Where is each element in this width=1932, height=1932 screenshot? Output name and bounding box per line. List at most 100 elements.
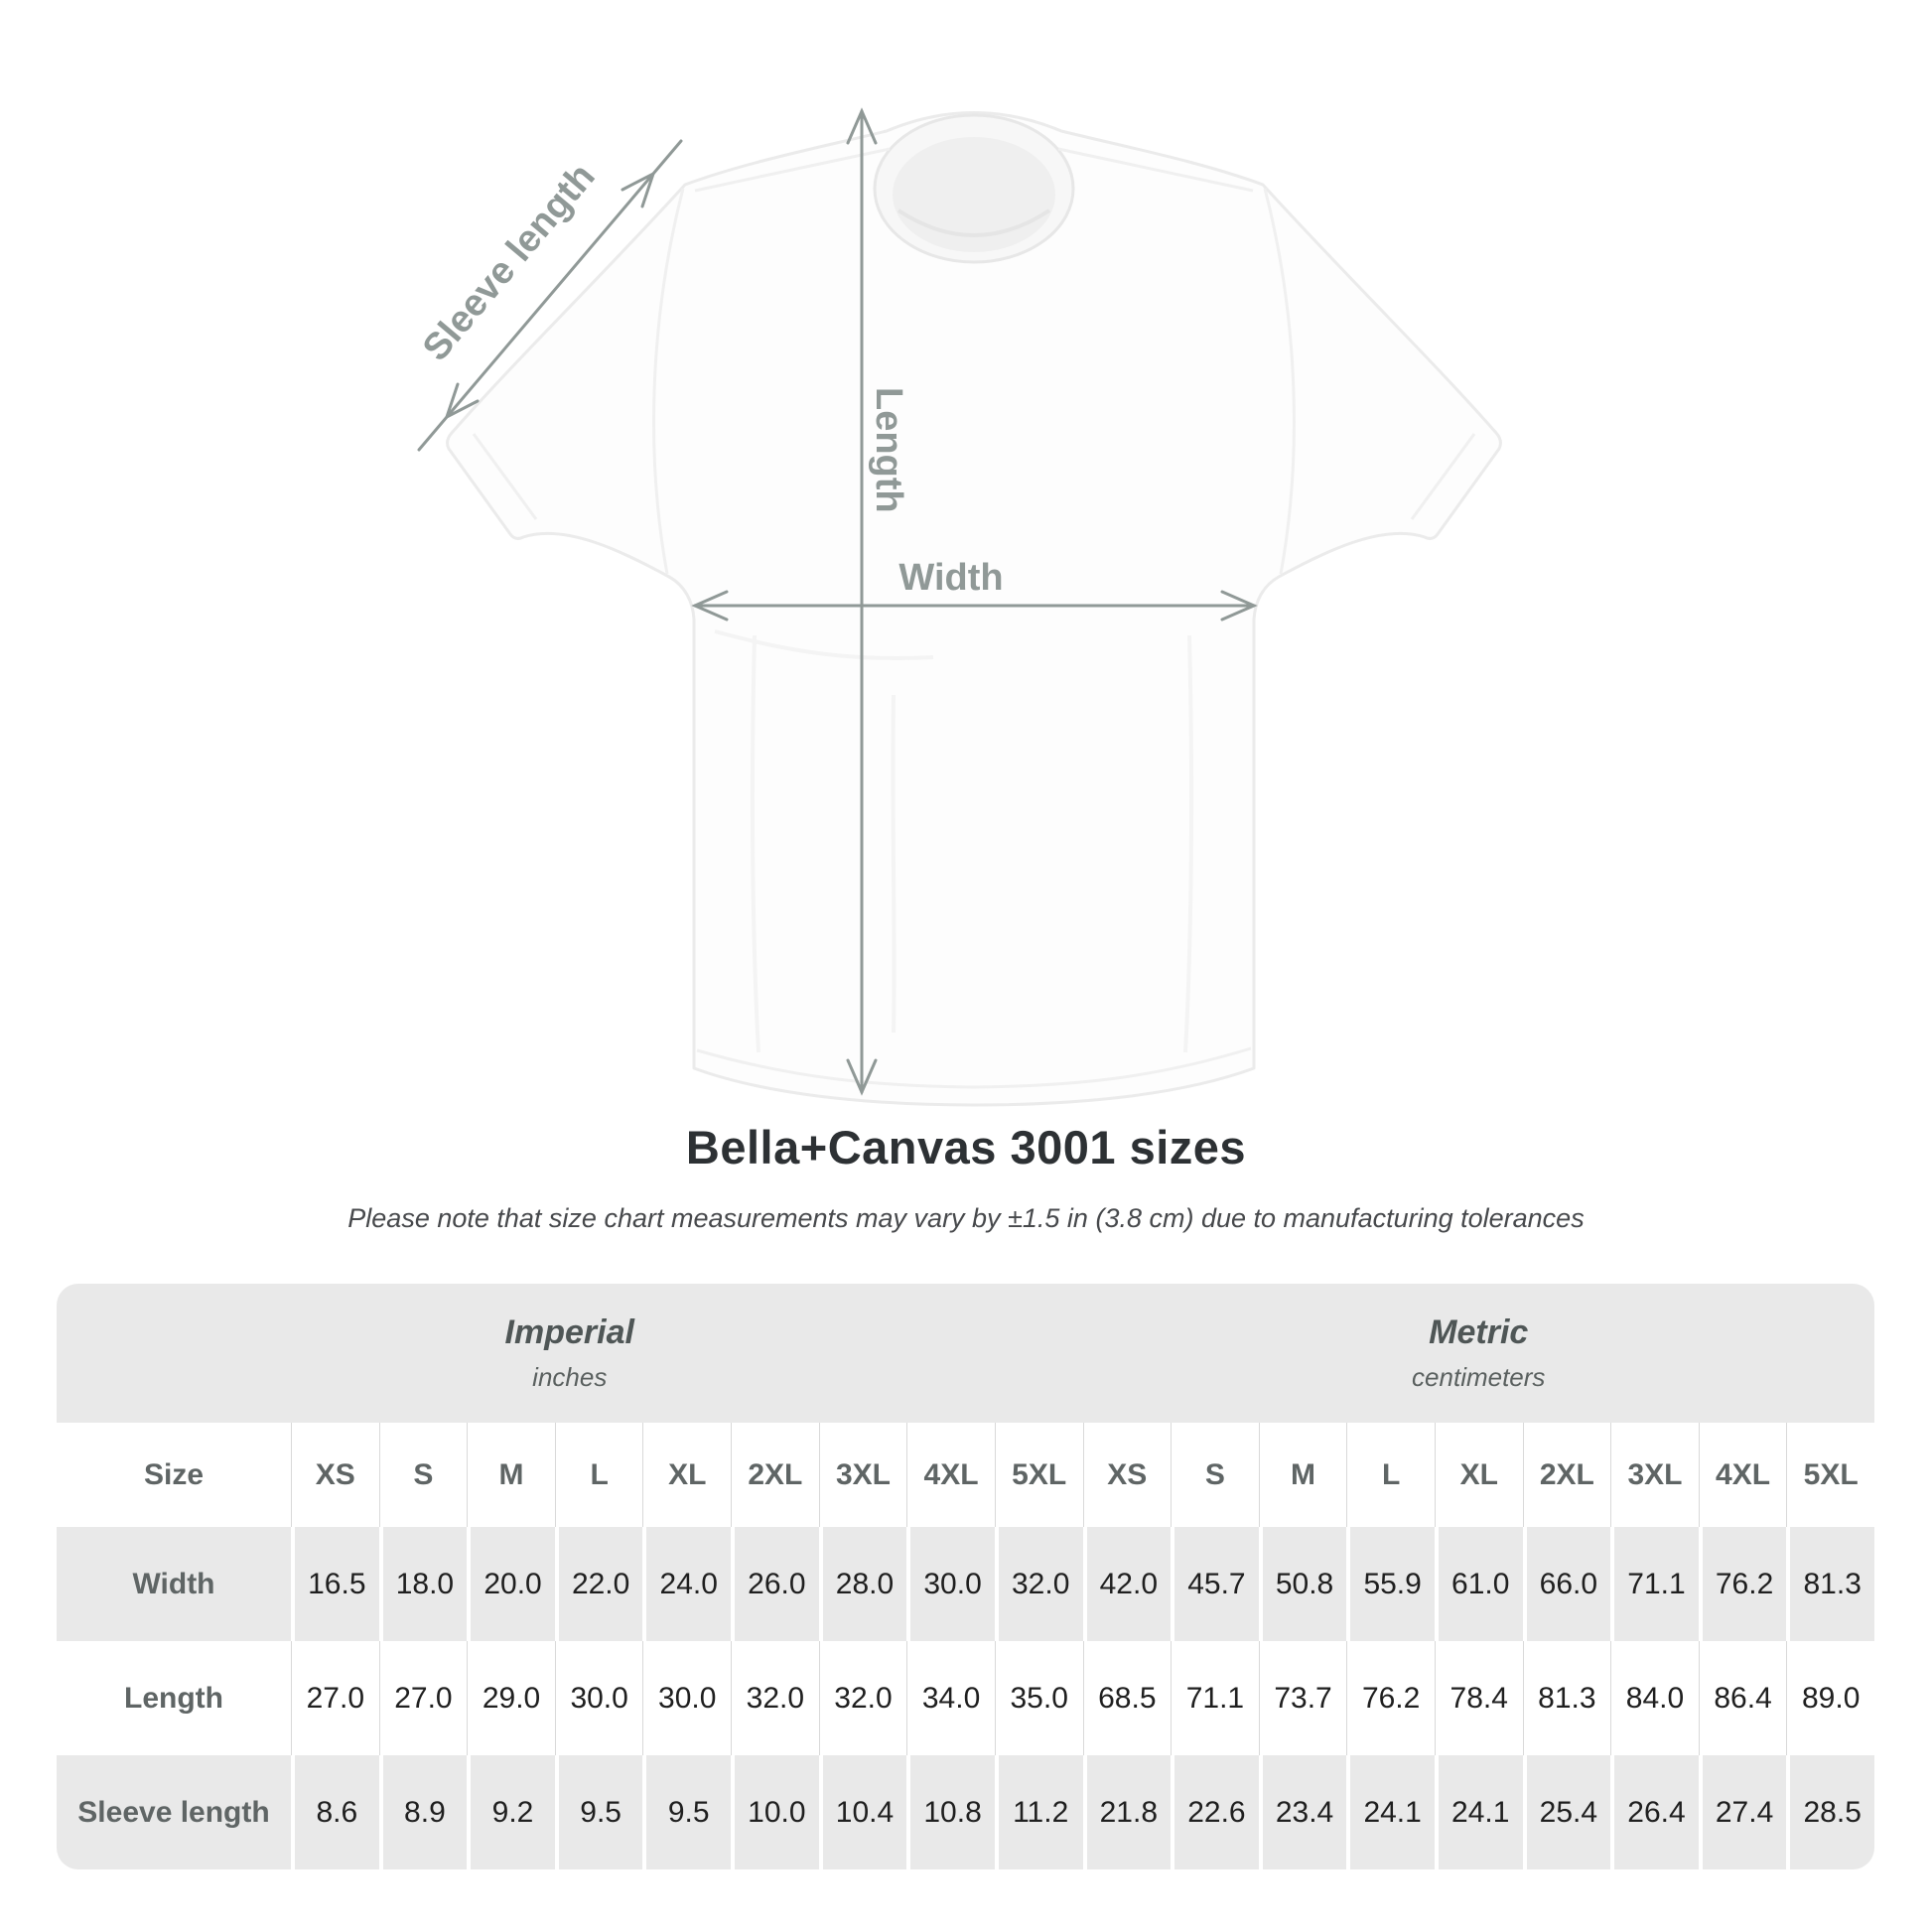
size-header-cell: S bbox=[1171, 1423, 1259, 1527]
width-value-cell: 26.0 bbox=[731, 1527, 819, 1641]
length-value-cell: 71.1 bbox=[1171, 1641, 1259, 1755]
sleeve-length-value-cell: 8.9 bbox=[378, 1755, 468, 1869]
width-value-cell: 28.0 bbox=[818, 1527, 907, 1641]
length-value-cell: 32.0 bbox=[818, 1641, 907, 1755]
length-value-cell: 34.0 bbox=[906, 1641, 995, 1755]
sleeve-length-value-cell: 21.8 bbox=[1082, 1755, 1172, 1869]
length-value-cell: 68.5 bbox=[1082, 1641, 1172, 1755]
width-row-label: Width bbox=[132, 1567, 215, 1600]
size-header-cell: 2XL bbox=[1522, 1423, 1611, 1527]
sleeve-length-value-cell: 9.5 bbox=[642, 1755, 731, 1869]
metric-label: Metric bbox=[1429, 1313, 1529, 1351]
size-header-cell: L bbox=[1346, 1423, 1435, 1527]
width-value-cell: 81.3 bbox=[1786, 1527, 1874, 1641]
width-value-cell: 42.0 bbox=[1082, 1527, 1172, 1641]
length-row: Length 27.0 27.0 29.0 30.0 30.0 32.0 32.0 34.0 3… bbox=[57, 1641, 1874, 1755]
imperial-label: Imperial bbox=[504, 1313, 634, 1351]
sleeve-length-value-cell: 9.2 bbox=[467, 1755, 555, 1869]
sleeve-length-value-cell: 24.1 bbox=[1434, 1755, 1523, 1869]
width-row: Width 16.5 18.0 20.0 22.0 24.0 26.0 28.0 30.0 32… bbox=[57, 1527, 1874, 1641]
imperial-section-header: Imperial inches bbox=[57, 1284, 1083, 1423]
width-value-cell: 16.5 bbox=[291, 1527, 379, 1641]
size-column-header: Size bbox=[143, 1457, 205, 1491]
size-header-cell: XL bbox=[1434, 1423, 1523, 1527]
length-value-cell: 81.3 bbox=[1522, 1641, 1611, 1755]
tshirt-graphic bbox=[446, 111, 1502, 1107]
size-header-cell: M bbox=[1258, 1423, 1347, 1527]
width-value-cell: 61.0 bbox=[1434, 1527, 1523, 1641]
width-value-cell: 66.0 bbox=[1522, 1527, 1611, 1641]
sleeve-length-value-cell: 27.4 bbox=[1698, 1755, 1787, 1869]
wrinkle-lines bbox=[714, 629, 1194, 1053]
page-title: Bella+Canvas 3001 sizes bbox=[685, 1121, 1247, 1173]
sleeve-length-value-cell: 10.4 bbox=[818, 1755, 907, 1869]
sleeve-length-value-cell: 23.4 bbox=[1258, 1755, 1347, 1869]
width-value-cell: 22.0 bbox=[554, 1527, 643, 1641]
size-header-cell: XL bbox=[642, 1423, 731, 1527]
sleeve-length-value-cell: 26.4 bbox=[1610, 1755, 1699, 1869]
length-value-cell: 32.0 bbox=[731, 1641, 819, 1755]
size-header-cell: 3XL bbox=[818, 1423, 907, 1527]
size-header-cell: XS bbox=[291, 1423, 379, 1527]
length-value-cell: 29.0 bbox=[467, 1641, 555, 1755]
size-header-cell: M bbox=[467, 1423, 555, 1527]
sleeve-length-value-cell: 9.5 bbox=[554, 1755, 643, 1869]
seam-lines bbox=[472, 147, 1476, 1089]
width-value-cell: 30.0 bbox=[906, 1527, 995, 1641]
collar-graphic bbox=[873, 113, 1075, 264]
size-header-cell: 2XL bbox=[731, 1423, 819, 1527]
length-value-cell: 27.0 bbox=[378, 1641, 468, 1755]
tshirt-measurement-diagram: Length Width Sleeve length bbox=[415, 107, 1502, 1107]
width-value-cell: 32.0 bbox=[994, 1527, 1083, 1641]
length-value-cell: 30.0 bbox=[554, 1641, 643, 1755]
length-row-label: Length bbox=[124, 1681, 223, 1715]
length-arrow bbox=[846, 107, 878, 1096]
size-header-cell: S bbox=[378, 1423, 468, 1527]
length-value-cell: 35.0 bbox=[994, 1641, 1083, 1755]
sleeve-length-value-cell: 25.4 bbox=[1522, 1755, 1611, 1869]
sleeve-length-row-label: Sleeve length bbox=[77, 1795, 270, 1829]
metric-section-header: Metric centimeters bbox=[1083, 1284, 1875, 1423]
size-header-cell: L bbox=[554, 1423, 643, 1527]
imperial-unit-label: inches bbox=[532, 1362, 608, 1392]
width-value-cell: 71.1 bbox=[1610, 1527, 1699, 1641]
sleeve-length-value-cell: 10.8 bbox=[906, 1755, 995, 1869]
size-header-cell: 4XL bbox=[906, 1423, 995, 1527]
sleeve-length-value-cell: 24.1 bbox=[1346, 1755, 1435, 1869]
sleeve-length-value-cell: 10.0 bbox=[731, 1755, 819, 1869]
length-value-cell: 76.2 bbox=[1346, 1641, 1435, 1755]
unit-header-row: Imperial inches Metric centimeters bbox=[57, 1284, 1874, 1423]
sleeve-length-value-cell: 28.5 bbox=[1786, 1755, 1874, 1869]
length-value-cell: 86.4 bbox=[1698, 1641, 1787, 1755]
width-value-cell: 76.2 bbox=[1698, 1527, 1787, 1641]
length-value-cell: 84.0 bbox=[1610, 1641, 1699, 1755]
width-value-cell: 18.0 bbox=[378, 1527, 468, 1641]
sleeve-length-arrow bbox=[417, 139, 683, 452]
length-value-cell: 73.7 bbox=[1258, 1641, 1347, 1755]
size-header-cell: 3XL bbox=[1610, 1423, 1699, 1527]
sleeve-length-row: Sleeve length 8.6 8.9 9.2 9.5 9.5 10.0 10.4 10.… bbox=[57, 1755, 1874, 1869]
tolerance-note: Please note that size chart measurements… bbox=[347, 1203, 1585, 1233]
width-arrow bbox=[691, 590, 1258, 621]
sleeve-length-value-cell: 11.2 bbox=[994, 1755, 1083, 1869]
width-value-cell: 24.0 bbox=[642, 1527, 731, 1641]
length-arrow-label: Length bbox=[868, 387, 909, 513]
size-header-cell: XS bbox=[1082, 1423, 1172, 1527]
sleeve-length-value-cell: 8.6 bbox=[291, 1755, 379, 1869]
size-header-cell: 5XL bbox=[994, 1423, 1083, 1527]
metric-unit-label: centimeters bbox=[1412, 1362, 1546, 1392]
size-table: Imperial inches Metric centimeters Size … bbox=[57, 1284, 1874, 1869]
sleeve-length-value-cell: 22.6 bbox=[1171, 1755, 1259, 1869]
length-value-cell: 27.0 bbox=[291, 1641, 379, 1755]
width-arrow-label: Width bbox=[898, 557, 1003, 599]
size-header-cell: 5XL bbox=[1786, 1423, 1874, 1527]
length-value-cell: 30.0 bbox=[642, 1641, 731, 1755]
width-value-cell: 55.9 bbox=[1346, 1527, 1435, 1641]
width-value-cell: 45.7 bbox=[1171, 1527, 1259, 1641]
size-header-cell: 4XL bbox=[1698, 1423, 1787, 1527]
length-value-cell: 78.4 bbox=[1434, 1641, 1523, 1755]
size-header-row: Size XS S M L XL 2XL 3XL 4XL 5XL XS S M L XL 2XL 3XL 4X… bbox=[57, 1423, 1874, 1527]
length-value-cell: 89.0 bbox=[1786, 1641, 1874, 1755]
width-value-cell: 20.0 bbox=[467, 1527, 555, 1641]
